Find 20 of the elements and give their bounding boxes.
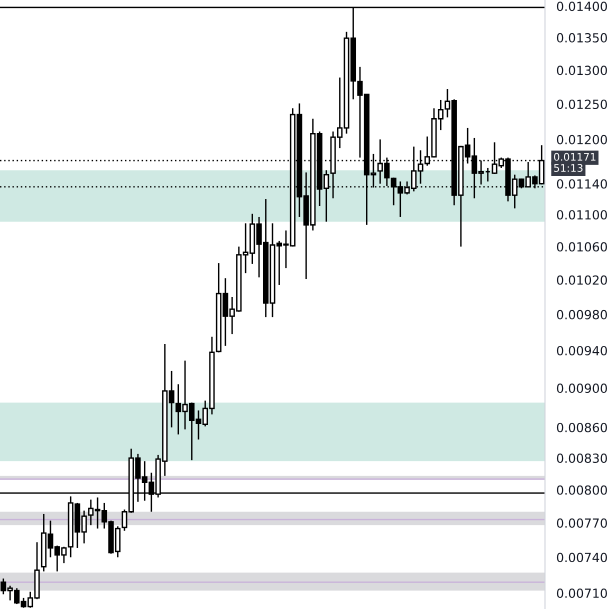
- y-tick-label: 0.00740: [556, 552, 607, 562]
- y-tick-label: 0.00980: [556, 310, 607, 320]
- y-tick-label: 0.01060: [556, 242, 607, 252]
- text: 51:13: [554, 164, 583, 172]
- y-tick-label: 0.00710: [556, 588, 607, 598]
- y-tick-label: 0.00830: [556, 454, 607, 463]
- y-tick-label: 0.01400: [556, 2, 607, 12]
- y-tick-label: 0.01140: [556, 179, 607, 189]
- y-tick-label: 0.01200: [556, 134, 607, 144]
- ref-line-label: 0.01171: [554, 152, 596, 161]
- y-tick-label: 0.00940: [556, 346, 607, 356]
- y-tick-label: 0.00770: [556, 518, 607, 528]
- y-tick-label: 0.01100: [556, 210, 607, 220]
- y-tick-label: 0.00900: [556, 384, 607, 393]
- y-tick-label: 0.01300: [556, 66, 607, 76]
- y-tick-label: 0.00800: [556, 485, 607, 495]
- y-tick-label: 0.01350: [556, 33, 607, 43]
- y-tick-label: 0.00860: [556, 422, 607, 432]
- y-tick-label: 0.01250: [556, 100, 607, 110]
- y-tick-label: 0.01020: [556, 275, 607, 285]
